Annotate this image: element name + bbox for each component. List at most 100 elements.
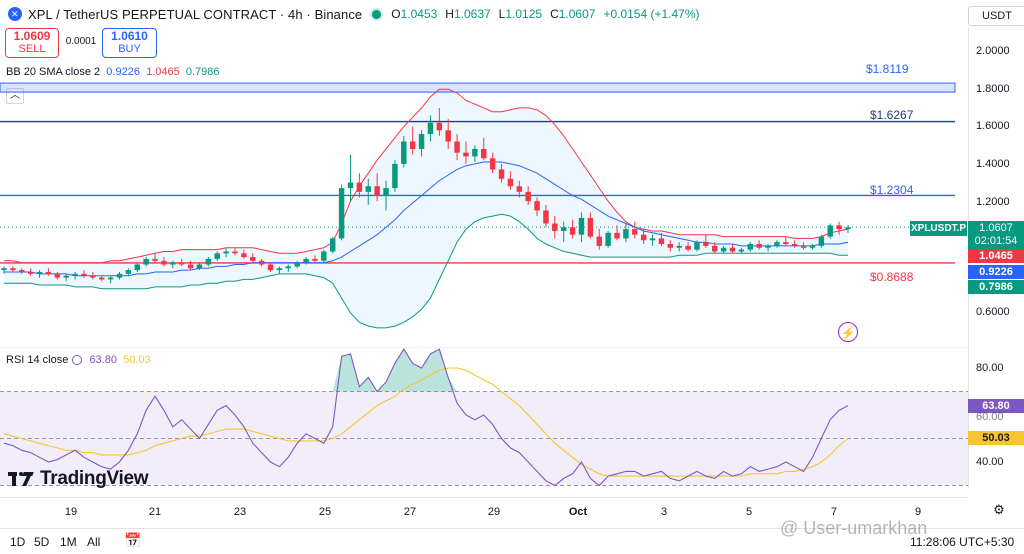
time-label: Oct [568, 506, 588, 518]
candle-body [187, 264, 194, 269]
buy-button[interactable]: 1.0610 BUY [102, 28, 157, 58]
buy-label: BUY [118, 43, 141, 55]
bottom-toolbar [0, 528, 1024, 554]
candle-body [418, 134, 425, 149]
candle-body [552, 223, 558, 231]
lightning-icon[interactable]: ⚡ [838, 322, 858, 342]
candle-body [374, 186, 380, 196]
candle-body [81, 273, 87, 276]
candle-body [321, 251, 327, 261]
bb-upper-value: 1.0465 [146, 66, 180, 78]
range-1d-button[interactable]: 1D [10, 535, 26, 549]
bb-lower-tag: 0.7986 [968, 280, 1024, 294]
price-tick: 1.2000 [976, 196, 1010, 208]
rsi-chart[interactable] [0, 347, 968, 497]
candle-body [356, 182, 363, 192]
candle-body [232, 251, 238, 254]
sell-price: 1.0609 [13, 29, 51, 43]
brand-name: TradingView [40, 468, 149, 489]
price-chart[interactable] [0, 28, 968, 343]
clock[interactable]: 11:28:06 UTC+5:30 [910, 535, 1015, 549]
candle-body [294, 262, 300, 267]
gear-icon[interactable]: ⚙ [993, 502, 1005, 517]
bb-legend[interactable]: BB 20 SMA close 2 0.9226 1.0465 0.7986 [6, 66, 220, 78]
candle-body [454, 141, 460, 153]
tradingview-logo[interactable]: TradingView [8, 468, 149, 490]
candle-body [19, 270, 25, 272]
candle-body [685, 245, 691, 250]
candle-body [614, 232, 620, 239]
candle-body [36, 271, 43, 274]
time-label: 21 [148, 506, 162, 518]
candle-body [658, 238, 665, 245]
candle-body [54, 273, 61, 278]
time-label: 19 [64, 506, 78, 518]
level-label: $1.6267 [870, 108, 914, 122]
range-5d-button[interactable]: 5D [34, 535, 50, 549]
candle-body [774, 242, 780, 246]
candle-countdown: 02:01:54 [974, 235, 1018, 247]
time-label: 3 [660, 506, 668, 518]
range-1m-button[interactable]: 1M [60, 535, 77, 549]
candle-body [63, 275, 69, 278]
price-tick: 2.0000 [976, 45, 1010, 57]
candle-body [481, 148, 487, 159]
level-label: $0.8688 [870, 270, 914, 284]
range-all-button[interactable]: All [87, 535, 101, 549]
candle-body [436, 122, 443, 131]
candle-body [720, 247, 727, 252]
rsi-legend[interactable]: RSI 14 close 63.80 50.03 [6, 354, 151, 366]
price-tick: 1.4000 [976, 158, 1010, 170]
candle-body [667, 244, 674, 248]
rsi-settings-icon[interactable] [72, 355, 83, 365]
rsi-value: 63.80 [89, 354, 117, 366]
candle-body [45, 271, 52, 274]
candle-body [383, 188, 389, 196]
time-axis[interactable] [0, 497, 968, 522]
time-label: 25 [318, 506, 332, 518]
price-tick: 0.6000 [976, 306, 1010, 318]
price-change: +0.0154 (+1.47%) [603, 7, 700, 21]
candle-body [623, 229, 629, 239]
spread-value: 0.0001 [65, 36, 97, 47]
candle-body [578, 217, 585, 235]
level-label: $1.8119 [866, 62, 909, 76]
candle-body [703, 242, 709, 246]
candle-body [143, 258, 149, 265]
candle-body [472, 148, 478, 157]
level-label: $1.2304 [870, 183, 914, 197]
bb-lower-value: 0.7986 [185, 66, 220, 78]
rsi-tick: 40.00 [976, 456, 1004, 468]
candle-body [338, 188, 345, 239]
rsi-line [3, 348, 849, 487]
current-price-tag: 1.0607 02:01:54 [968, 221, 1024, 249]
candle-body [116, 273, 123, 278]
sell-button[interactable]: 1.0609 SELL [5, 28, 59, 58]
candle-body [534, 201, 540, 211]
candle-body [392, 163, 398, 189]
candle-body [676, 245, 682, 248]
symbol-title[interactable]: XPL / TetherUS PERPETUAL CONTRACT · 4h ·… [28, 6, 363, 22]
candle-body [765, 245, 771, 248]
candle-body [125, 270, 132, 274]
resistance-zone [0, 82, 956, 93]
currency-button[interactable]: USDT [968, 6, 1024, 26]
candle-body [791, 244, 798, 246]
candle-body [152, 258, 158, 261]
candle-body [845, 227, 851, 230]
candle-body [543, 210, 549, 224]
candle-body [827, 225, 833, 237]
candle-body [99, 277, 105, 280]
candle-body [783, 242, 789, 245]
price-tick: 1.6000 [976, 120, 1010, 132]
candle-body [632, 229, 638, 235]
rsi-overbought-fill [4, 349, 848, 392]
candle-body [587, 217, 594, 237]
candle-body [178, 262, 185, 265]
candle-body [498, 169, 505, 179]
candle-body [463, 152, 469, 157]
rsi-upper-band-tick: 60.00 [976, 411, 1004, 423]
candle-body [241, 253, 247, 258]
calendar-icon[interactable]: 📅 [124, 532, 142, 548]
candle-body [329, 238, 336, 252]
